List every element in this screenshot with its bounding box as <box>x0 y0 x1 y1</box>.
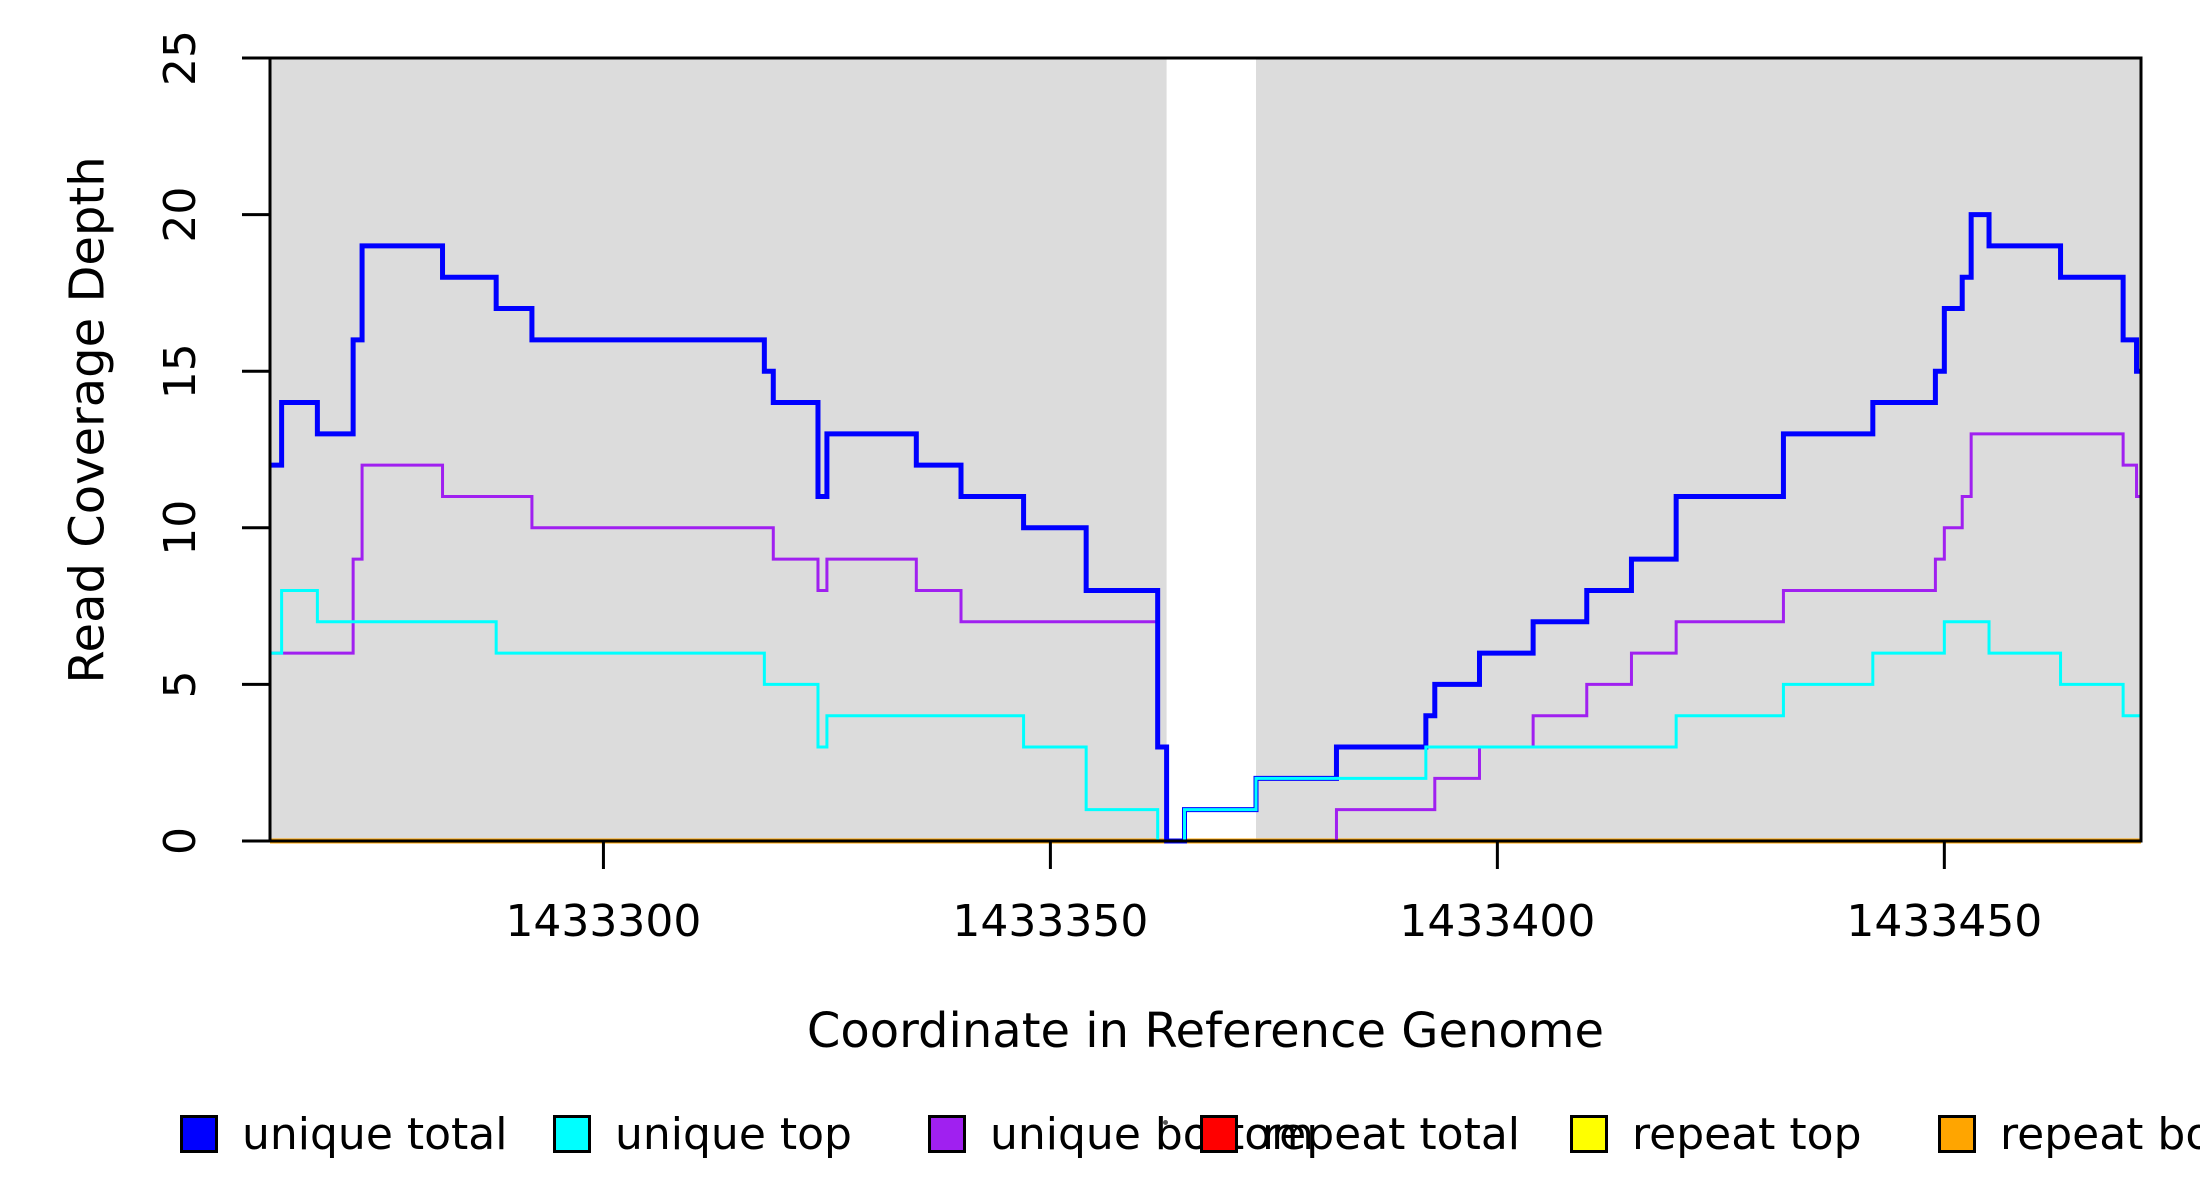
legend-item-repeat-total: repeat total <box>1200 1109 1520 1160</box>
series-unique-bottom <box>270 432 2141 843</box>
legend-label: repeat bottom <box>2000 1108 2200 1160</box>
legend-swatch-repeat-total <box>1200 1115 1238 1153</box>
x-tick-label: 1433400 <box>1399 896 1595 947</box>
legend-item-unique-top: unique top <box>553 1109 852 1160</box>
y-tick-label: 15 <box>155 343 206 399</box>
shaded-region-1 <box>270 58 1167 841</box>
legend-swatch-unique-top <box>553 1115 591 1153</box>
x-tick-label: 1433350 <box>952 896 1148 947</box>
legend-label: repeat top <box>1632 1108 1862 1160</box>
legend-label: unique top <box>615 1108 852 1160</box>
y-tick-label: 25 <box>155 30 206 86</box>
legend-swatch-unique-bottom <box>928 1115 966 1153</box>
legend-swatch-repeat-top <box>1570 1115 1608 1153</box>
shaded-region-2 <box>1256 58 2141 841</box>
legend-item-unique-bottom: unique bottom <box>928 1109 1314 1160</box>
legend-swatch-unique-total <box>180 1115 218 1153</box>
y-tick-label: 20 <box>155 187 206 243</box>
y-tick-label: 5 <box>155 670 206 698</box>
legend-label: repeat total <box>1262 1108 1521 1160</box>
legend-swatch-repeat-bottom <box>1938 1115 1976 1153</box>
plot-box <box>268 56 2143 843</box>
x-tick-label: 1433300 <box>505 896 701 947</box>
legend-label: unique total <box>242 1108 508 1160</box>
stray-dot-artifact <box>1163 1120 1168 1125</box>
legend-item-unique-total: unique total <box>180 1109 507 1160</box>
legend-label: unique bottom <box>990 1108 1315 1160</box>
x-axis-title: Coordinate in Reference Genome <box>806 1003 1605 1059</box>
y-tick-label: 0 <box>155 827 206 855</box>
x-tick-label: 1433450 <box>1846 896 2042 947</box>
legend-item-repeat-top: repeat top <box>1570 1109 1862 1160</box>
legend-item-repeat-bottom: repeat bottom <box>1938 1109 2200 1160</box>
series-unique-top <box>270 588 2141 843</box>
y-tick-label: 10 <box>155 500 206 556</box>
